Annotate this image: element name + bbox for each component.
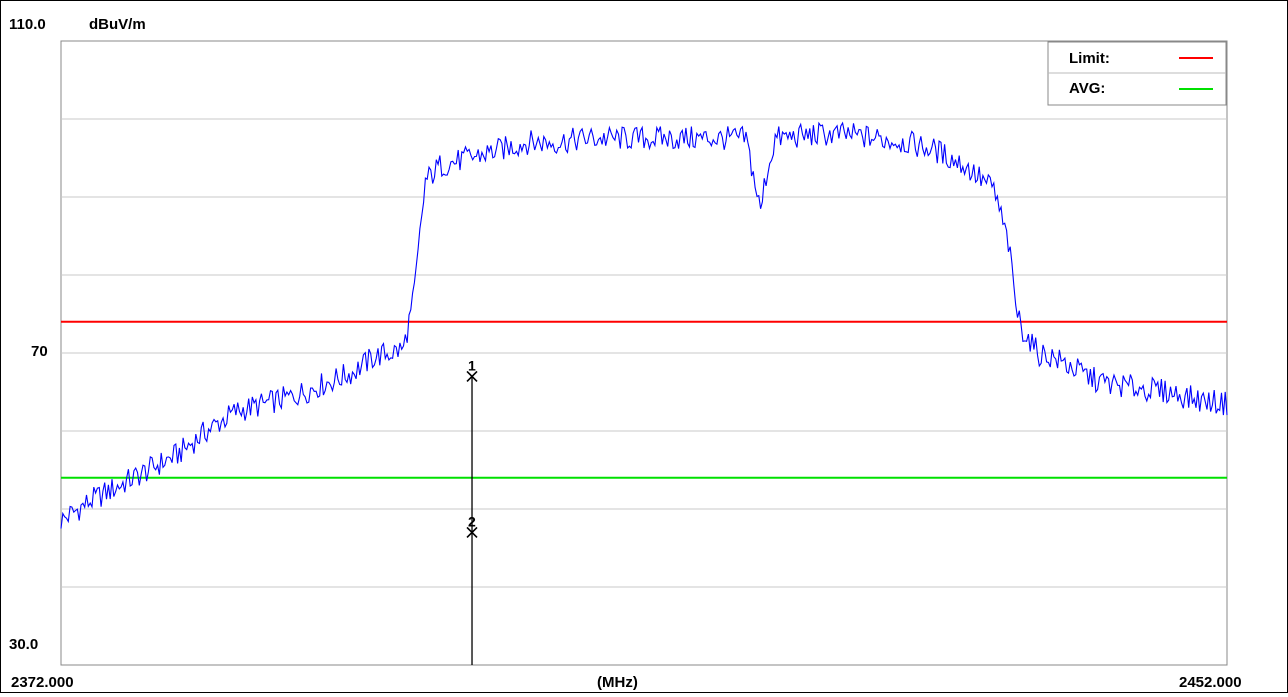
series-line-0 xyxy=(60,121,1228,529)
legend-label-limit: Limit: xyxy=(1069,50,1110,67)
limit-lines xyxy=(61,320,1227,479)
x-tick-label-left: 2372.000 xyxy=(11,674,74,691)
marker-1-cross xyxy=(466,370,478,382)
marker-2-label: 2 xyxy=(468,513,476,529)
y-tick-label-mid: 70 xyxy=(31,343,48,360)
series-group xyxy=(60,121,1228,529)
marker-1-label: 1 xyxy=(468,357,476,373)
y-tick-label-bottom: 30.0 xyxy=(9,636,38,653)
y-axis-unit-label: dBuV/m xyxy=(89,16,146,33)
x-axis-unit-label: (MHz) xyxy=(597,674,638,691)
axis-labels: 110.0 dBuV/m 70 30.0 2372.000 (MHz) 2452… xyxy=(9,16,1242,691)
marker-group: 12 xyxy=(466,357,478,538)
y-tick-label-top: 110.0 xyxy=(9,16,46,33)
grid-lines xyxy=(61,118,1227,588)
legend-label-avg: AVG: xyxy=(1069,80,1105,97)
marker-2-cross xyxy=(466,526,478,538)
x-tick-label-right: 2452.000 xyxy=(1179,674,1242,691)
legend: Limit: AVG: xyxy=(1047,41,1227,106)
